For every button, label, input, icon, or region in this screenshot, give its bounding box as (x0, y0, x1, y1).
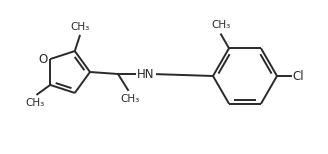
Text: CH₃: CH₃ (70, 22, 89, 32)
Text: CH₃: CH₃ (26, 98, 45, 108)
Text: CH₃: CH₃ (120, 94, 140, 104)
Text: O: O (38, 53, 47, 66)
Text: Cl: Cl (292, 69, 304, 83)
Text: HN: HN (137, 67, 155, 81)
Text: CH₃: CH₃ (211, 20, 231, 30)
